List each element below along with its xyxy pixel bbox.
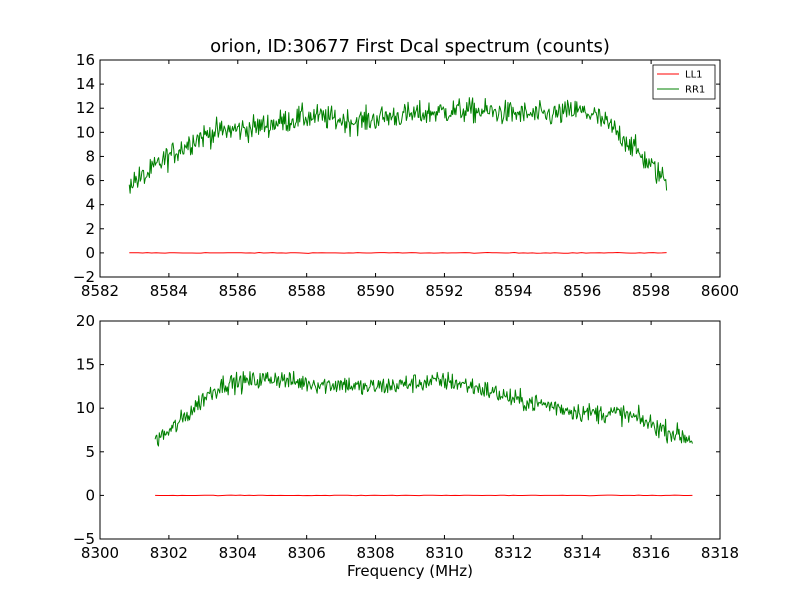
y-tick-label: 4 xyxy=(85,196,95,214)
y-tick-label: 5 xyxy=(85,443,95,461)
x-tick-label: 8304 xyxy=(219,544,257,562)
y-tick-label: −5 xyxy=(73,530,95,548)
legend-label-ll1: LL1 xyxy=(685,70,703,81)
series-line-ll1 xyxy=(155,494,693,497)
y-tick-label: 0 xyxy=(85,486,95,504)
x-tick-label: 8302 xyxy=(150,544,188,562)
x-axis-label: Frequency (MHz) xyxy=(347,562,473,580)
series-line-rr1 xyxy=(128,97,668,194)
legend-label-rr1: RR1 xyxy=(685,85,705,96)
y-tick-label: 20 xyxy=(76,312,95,330)
y-tick-label: 2 xyxy=(85,220,95,238)
plot-area xyxy=(100,60,720,277)
x-tick-label: 8594 xyxy=(494,282,532,300)
x-tick-label: 8310 xyxy=(425,544,463,562)
axes-frame xyxy=(99,59,721,278)
x-tick-label: 8596 xyxy=(563,282,601,300)
plot-area xyxy=(100,321,720,539)
x-tick-label: 8592 xyxy=(425,282,463,300)
x-tick-label: 8600 xyxy=(701,282,739,300)
series-line-rr1 xyxy=(154,370,693,447)
y-tick-label: 10 xyxy=(76,123,95,141)
y-tick-label: 16 xyxy=(76,51,95,69)
y-tick-label: 15 xyxy=(76,356,95,374)
x-tick-label: 8316 xyxy=(632,544,670,562)
series-line-ll1 xyxy=(129,251,667,254)
x-tick-label: 8584 xyxy=(150,282,188,300)
legend-box xyxy=(652,64,716,100)
x-tick-label: 8308 xyxy=(356,544,394,562)
x-tick-label: 8586 xyxy=(219,282,257,300)
y-tick-label: 10 xyxy=(76,399,95,417)
x-tick-label: 8306 xyxy=(288,544,326,562)
x-tick-label: 8300 xyxy=(81,544,119,562)
x-tick-label: 8598 xyxy=(632,282,670,300)
y-tick-label: 0 xyxy=(85,244,95,262)
y-tick-label: 6 xyxy=(85,172,95,190)
y-tick-label: 12 xyxy=(76,99,95,117)
axes-frame xyxy=(99,320,721,540)
y-tick-label: 14 xyxy=(76,75,95,93)
x-tick-label: 8312 xyxy=(494,544,532,562)
chart-title: orion, ID:30677 First Dcal spectrum (cou… xyxy=(210,36,610,57)
x-tick-label: 8314 xyxy=(563,544,601,562)
x-tick-label: 8582 xyxy=(81,282,119,300)
chart-panel-2: 8300 8302 8304 8306 8308 8310 8312 8314 8316 8318… xyxy=(73,312,739,580)
x-tick-label: 8588 xyxy=(288,282,326,300)
y-tick-label: 8 xyxy=(85,147,95,165)
x-tick-label: 8318 xyxy=(701,544,739,562)
y-tick-label: −2 xyxy=(73,268,95,286)
x-tick-label: 8590 xyxy=(356,282,394,300)
chart-panel-1: 8582 8584 8586 8588 8590 8592 8594 8596 8598 8600… xyxy=(73,36,739,300)
